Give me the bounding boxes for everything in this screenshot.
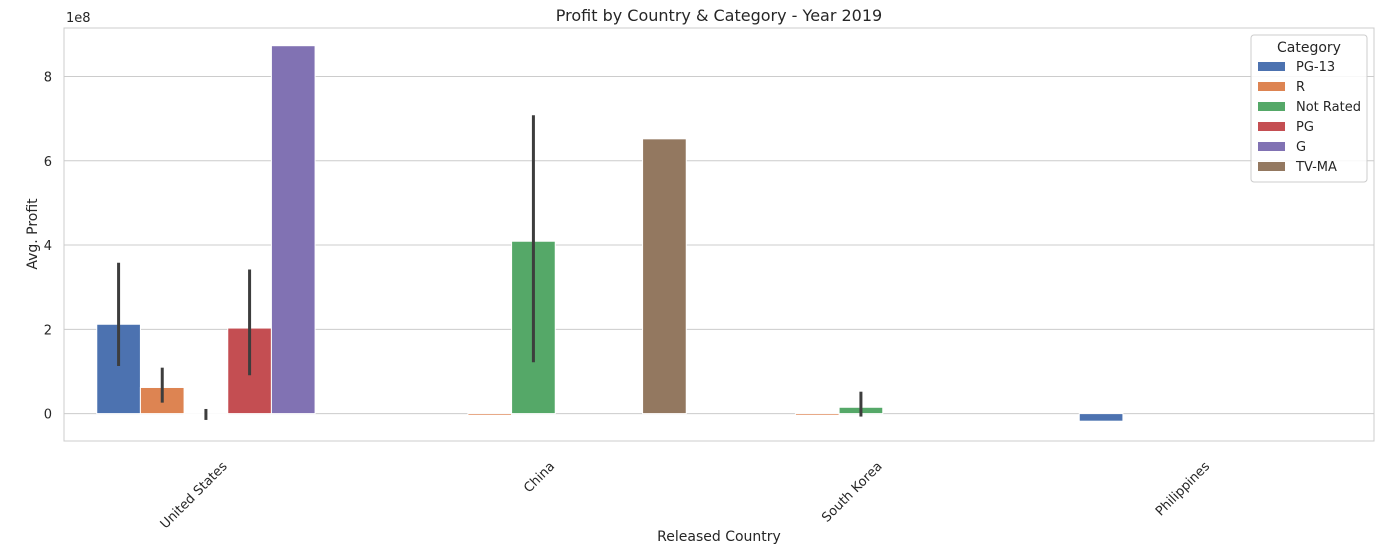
y-tick-label: 0: [44, 408, 52, 423]
y-tick-label: 6: [44, 155, 52, 170]
legend-swatch: [1258, 102, 1285, 111]
error-bars: [117, 115, 863, 420]
legend-label: TV-MA: [1295, 160, 1337, 175]
legend-title: Category: [1277, 40, 1341, 56]
plot-frame: [63, 27, 1375, 442]
x-tick-labels: United States China South Korea Philippines: [158, 459, 1214, 532]
x-tick-label: Philippines: [1153, 459, 1213, 519]
bar-r-china: [467, 413, 513, 416]
bar-r-south-korea: [794, 413, 840, 416]
y-tick-labels: 0 2 4 6 8: [44, 70, 52, 422]
x-tick-label: China: [521, 459, 558, 496]
legend-label: PG: [1296, 120, 1314, 135]
legend-swatch: [1258, 142, 1285, 151]
legend-swatch: [1258, 82, 1285, 91]
legend-swatch: [1258, 122, 1285, 131]
legend-label: Not Rated: [1296, 100, 1361, 115]
legend-label: PG-13: [1296, 60, 1335, 75]
y-offset-text: 1e8: [66, 11, 91, 26]
y-tick-label: 2: [44, 323, 52, 338]
y-tick-label: 8: [44, 70, 52, 85]
x-axis-label: Released Country: [657, 529, 781, 545]
legend-label: R: [1296, 80, 1305, 95]
x-tick-label: South Korea: [819, 459, 885, 525]
bar-pg-13-philippines: [1078, 413, 1124, 422]
y-axis-label: Avg. Profit: [25, 198, 41, 270]
y-tick-label: 4: [44, 239, 52, 254]
x-tick-label: United States: [158, 459, 231, 532]
bar-g-united-states: [270, 45, 316, 415]
legend-label: G: [1296, 140, 1306, 155]
bar-tv-ma-china: [642, 138, 687, 415]
legend-swatch: [1258, 62, 1285, 71]
legend-items: PG-13 R Not Rated PG G TV-MA: [1258, 60, 1361, 175]
legend: Category PG-13 R Not Rated PG G TV-MA: [1250, 34, 1368, 183]
legend-swatch: [1258, 162, 1285, 171]
chart-title: Profit by Country & Category - Year 2019: [556, 6, 882, 25]
